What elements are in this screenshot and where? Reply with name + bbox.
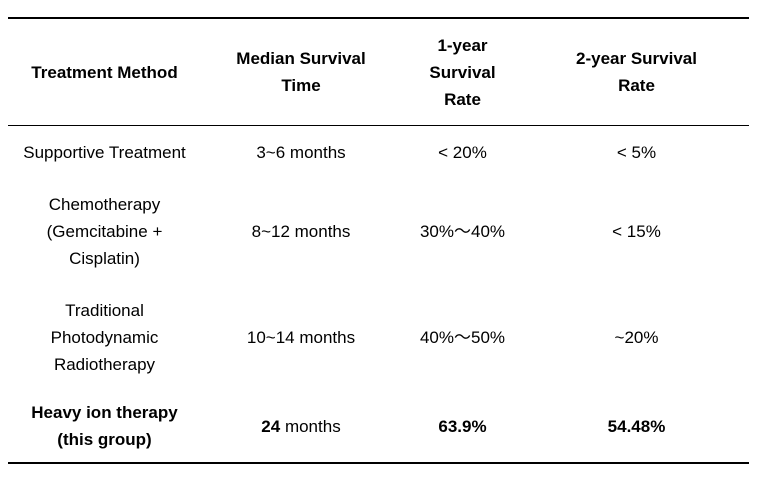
cell-median: 3~6 months <box>256 142 346 162</box>
survival-comparison-table-container: Treatment Method Median Survival Time 1-… <box>8 17 749 464</box>
cell-one-year: 30%～40% <box>419 221 506 241</box>
header-row: Treatment Method Median Survival Time 1-… <box>8 18 749 126</box>
table-row: Traditional Photodynamic Radiotherapy 10… <box>8 284 749 390</box>
cell-median: 10~14 months <box>246 327 356 347</box>
table-row: Supportive Treatment 3~6 months < 20% < … <box>8 126 749 179</box>
cell-two-year: < 5% <box>616 142 657 162</box>
table-body: Supportive Treatment 3~6 months < 20% < … <box>8 126 749 463</box>
header-treatment-method: Treatment Method <box>31 62 178 82</box>
header-two-year-rate: 2-year Survival Rate <box>576 49 697 95</box>
cell-median: 24 months <box>201 390 401 463</box>
cell-method: Heavy ion therapy (this group) <box>31 403 178 449</box>
cell-one-year: 63.9% <box>438 416 487 436</box>
cell-two-year: < 15% <box>612 221 661 241</box>
header-one-year-rate: 1-year Survival Rate <box>429 35 496 109</box>
table-row: Chemotherapy (Gemcitabine + Cisplatin) 8… <box>8 178 749 284</box>
median-unit: months <box>280 416 341 436</box>
cell-method: Chemotherapy (Gemcitabine + Cisplatin) <box>46 194 163 268</box>
cell-median: 8~12 months <box>251 221 351 241</box>
header-median-survival: Median Survival Time <box>236 49 366 95</box>
cell-method: Traditional Photodynamic Radiotherapy <box>50 300 159 374</box>
median-value: 24 <box>261 416 281 436</box>
cell-two-year: 54.48% <box>607 416 666 436</box>
cell-one-year: 40%～50% <box>419 327 506 347</box>
survival-comparison-table: Treatment Method Median Survival Time 1-… <box>8 17 749 464</box>
cell-method: Supportive Treatment <box>23 142 186 162</box>
table-header: Treatment Method Median Survival Time 1-… <box>8 18 749 126</box>
table-row-highlight: Heavy ion therapy (this group) 24 months… <box>8 390 749 463</box>
cell-one-year: < 20% <box>438 142 487 162</box>
cell-two-year: ~20% <box>614 327 659 347</box>
